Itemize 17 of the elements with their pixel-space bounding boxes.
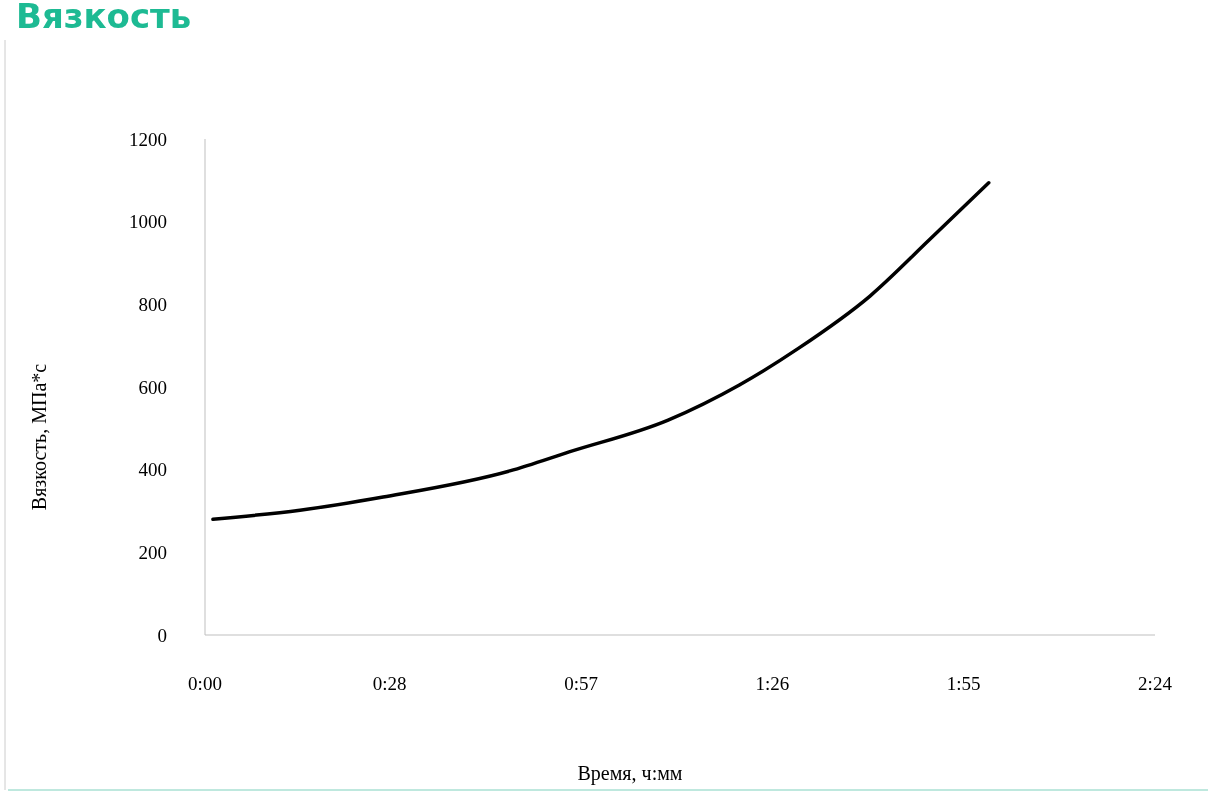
x-axis-title: Время, ч:мм — [577, 762, 683, 785]
x-tick-label: 2:24 — [1138, 673, 1173, 694]
y-tick-label: 0 — [157, 624, 167, 646]
chart-title: Вязкость — [16, 0, 192, 36]
y-tick-label: 600 — [138, 376, 167, 398]
x-tick-label: 0:00 — [188, 673, 222, 694]
y-axis-title: Вязкость, МПа*с — [28, 363, 50, 511]
x-tick-label: 0:57 — [564, 673, 598, 694]
line-series — [211, 181, 991, 522]
x-tick-label: 1:55 — [946, 673, 981, 694]
y-tick-label: 400 — [138, 459, 167, 481]
y-tick-label: 800 — [138, 293, 167, 315]
y-tick-label: 1200 — [129, 128, 167, 150]
y-tick-label: 200 — [138, 541, 167, 563]
y-tick-label: 1000 — [129, 211, 167, 233]
x-tick-label: 0:28 — [372, 673, 407, 694]
x-tick-label: 1:26 — [755, 673, 790, 694]
